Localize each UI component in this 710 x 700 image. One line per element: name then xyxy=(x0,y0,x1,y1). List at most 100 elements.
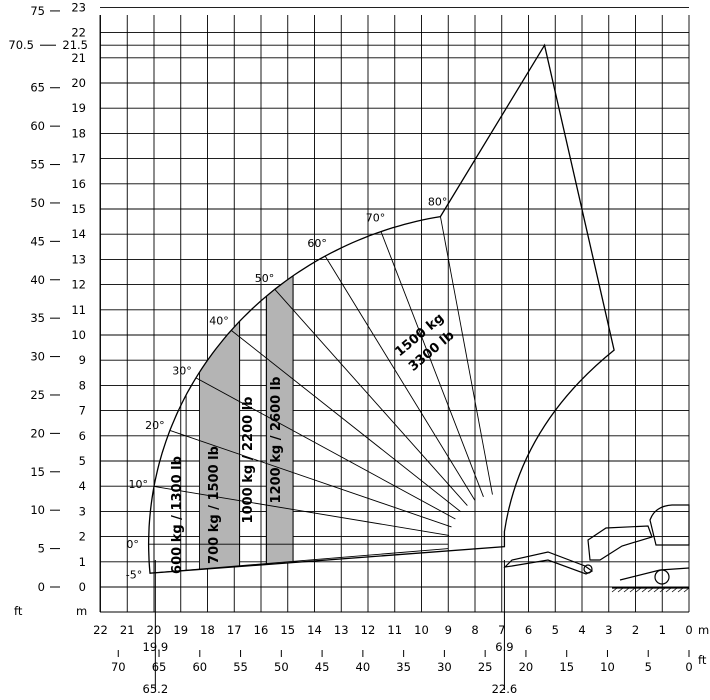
angle-label: 0° xyxy=(126,538,139,551)
ground-hatch xyxy=(683,587,690,593)
angle-ray xyxy=(230,329,462,513)
y-tick-ft: 25 xyxy=(30,388,45,402)
x-tick-m: 3 xyxy=(605,623,612,637)
y-tick-m: 11 xyxy=(71,303,86,317)
angle-label: 20° xyxy=(145,419,165,432)
y-tick-ft: 15 xyxy=(30,465,45,479)
x-tick-ft: 60 xyxy=(192,660,207,674)
y-tick-m: 12 xyxy=(71,278,86,292)
x-tick-m: 21 xyxy=(120,623,135,637)
y-tick-ft: 75 xyxy=(30,4,45,18)
load-zone-label: 1200 kg / 2600 lb xyxy=(269,377,284,504)
angle-ray xyxy=(274,289,468,506)
y-tick-m: 23 xyxy=(71,0,86,14)
x-tick-m: 19 xyxy=(173,623,188,637)
grid xyxy=(99,6,690,613)
x-tick-ft: 0 xyxy=(685,660,692,674)
x-tick-m: 16 xyxy=(254,623,269,637)
x-unit-m: m xyxy=(698,623,709,637)
y-tick-m: 13 xyxy=(71,252,86,266)
machine-part xyxy=(587,525,653,561)
x-tick-ft: 5 xyxy=(645,660,652,674)
y-tick-m: 1 xyxy=(79,555,86,569)
reach-marker-m: 6.9 xyxy=(495,640,513,654)
x-tick-ft: 55 xyxy=(233,660,248,674)
y-tick-m: 9 xyxy=(79,353,86,367)
machine-wheel xyxy=(654,569,670,585)
load-zones xyxy=(153,45,615,574)
angle-label: 50° xyxy=(255,272,275,285)
x-tick-m: 5 xyxy=(552,623,559,637)
x-tick-ft: 45 xyxy=(315,660,330,674)
y-tick-m: 15 xyxy=(71,202,86,216)
ground-hatch xyxy=(665,587,672,593)
angle-label: 30° xyxy=(172,364,192,377)
y-tick-m: 5 xyxy=(79,454,86,468)
y-tick-m: 22 xyxy=(71,26,86,40)
y-tick-ft: 40 xyxy=(30,273,45,287)
x-tick-ft: 15 xyxy=(559,660,574,674)
y-tick-ft: 45 xyxy=(30,234,45,248)
y-tick-ft: 5 xyxy=(38,542,45,556)
y-tick-ft: 50 xyxy=(30,196,45,210)
x-tick-ft: 70 xyxy=(111,660,126,674)
y-tick-m: 17 xyxy=(71,152,86,166)
y-tick-m-max: 21.5 xyxy=(62,38,88,52)
x-tick-m: 18 xyxy=(200,623,215,637)
y-tick-ft-max: 70.5 xyxy=(8,38,34,52)
angle-ray xyxy=(439,216,493,495)
ground-hatch xyxy=(671,587,678,593)
x-tick-m: 14 xyxy=(307,623,322,637)
y-tick-ft: 20 xyxy=(30,426,45,440)
ground-hatch xyxy=(653,587,660,593)
y-tick-m: 8 xyxy=(79,378,86,392)
x-tick-m: 1 xyxy=(659,623,666,637)
angle-label: 10° xyxy=(128,478,148,491)
x-tick-m: 13 xyxy=(334,623,349,637)
angle-label: 60° xyxy=(307,237,327,250)
machine-part xyxy=(503,551,594,575)
y-tick-m: 16 xyxy=(71,177,86,191)
y-tick-m: 10 xyxy=(71,328,86,342)
x-tick-m: 9 xyxy=(445,623,452,637)
machine-silhouette xyxy=(503,504,690,593)
angle-rays: -5° 0° 10° 20° 30° 40° 50° 60° 70° 80° xyxy=(126,196,493,581)
y-tick-ft: 65 xyxy=(30,81,45,95)
y-tick-m: 6 xyxy=(79,429,86,443)
ground-hatch xyxy=(677,587,684,593)
load-zone-label: 700 kg / 1500 lb xyxy=(207,446,222,564)
angle-label: 70° xyxy=(366,211,386,224)
angle-label: 40° xyxy=(209,315,229,328)
angle-ray xyxy=(149,548,449,574)
y-tick-ft: 35 xyxy=(30,311,45,325)
machine-part xyxy=(612,567,690,589)
envelope-outline xyxy=(147,43,615,574)
x-tick-ft: 50 xyxy=(274,660,289,674)
x-tick-m: 8 xyxy=(471,623,478,637)
y-tick-m: 18 xyxy=(71,126,86,140)
reach-marker-ft: 65.2 xyxy=(143,682,169,696)
ground-hatch xyxy=(629,587,636,593)
y-tick-ft: 0 xyxy=(38,580,45,594)
x-tick-ft: 25 xyxy=(478,660,493,674)
angle-ray xyxy=(380,231,484,497)
angle-ray xyxy=(169,429,452,528)
x-tick-ft: 40 xyxy=(356,660,371,674)
x-tick-ft: 10 xyxy=(600,660,615,674)
angle-ray xyxy=(324,255,476,501)
angle-ray xyxy=(195,377,456,520)
y-tick-m: 4 xyxy=(79,479,86,493)
reach-marker-m: 19.9 xyxy=(143,640,169,654)
y-tick-ft: 30 xyxy=(30,350,45,364)
y-tick-m: 3 xyxy=(79,504,86,518)
ground-hatch xyxy=(611,587,618,593)
x-tick-m: 12 xyxy=(361,623,376,637)
ground-hatch xyxy=(617,587,624,593)
reach-envelope xyxy=(147,43,615,574)
y-tick-m: 20 xyxy=(71,76,86,90)
y-tick-m: 2 xyxy=(79,530,86,544)
attachment-pin xyxy=(583,564,593,574)
x-tick-ft: 30 xyxy=(437,660,452,674)
